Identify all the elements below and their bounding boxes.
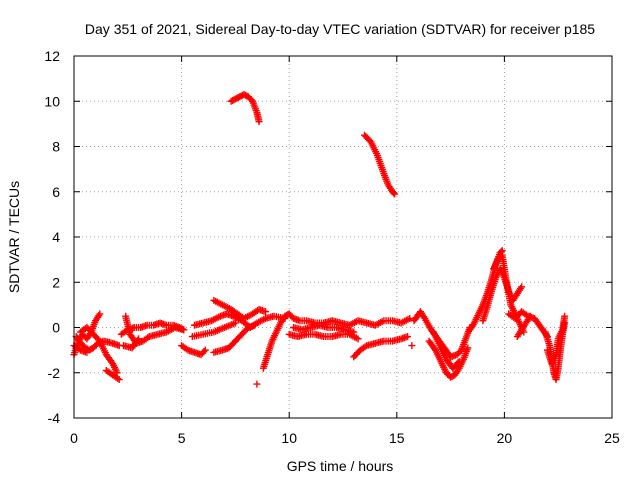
data-point bbox=[144, 334, 152, 342]
x-tick-label: 20 bbox=[497, 430, 513, 446]
y-tick-label: 10 bbox=[44, 93, 60, 109]
data-point bbox=[201, 346, 209, 354]
y-tick-label: 2 bbox=[52, 274, 60, 290]
data-markers bbox=[70, 90, 569, 388]
data-point bbox=[231, 319, 239, 327]
data-point bbox=[404, 333, 412, 341]
y-tick-label: 12 bbox=[44, 48, 60, 64]
y-tick-label: -4 bbox=[48, 410, 61, 426]
data-point bbox=[251, 321, 259, 329]
y-tick-label: -2 bbox=[48, 365, 61, 381]
y-tick-label: 8 bbox=[52, 139, 60, 155]
data-point bbox=[135, 335, 143, 343]
chart-title: Day 351 of 2021, Sidereal Day-to-day VTE… bbox=[85, 21, 595, 37]
data-point bbox=[455, 357, 463, 365]
x-tick-label: 0 bbox=[70, 430, 78, 446]
data-point bbox=[350, 328, 358, 336]
axis-ticks bbox=[73, 55, 613, 419]
data-point bbox=[390, 189, 398, 197]
y-tick-label: 4 bbox=[52, 229, 60, 245]
data-point bbox=[96, 310, 104, 318]
data-point bbox=[115, 376, 123, 384]
x-tick-label: 10 bbox=[281, 430, 297, 446]
x-tick-labels: 0 5 10 15 20 25 bbox=[70, 430, 620, 446]
data-point bbox=[354, 335, 362, 343]
data-point bbox=[361, 343, 369, 351]
data-point bbox=[253, 380, 261, 388]
data-point bbox=[561, 312, 569, 320]
grid-lines bbox=[74, 56, 612, 418]
data-point bbox=[255, 118, 263, 126]
x-tick-label: 15 bbox=[389, 430, 405, 446]
data-point bbox=[200, 348, 208, 356]
data-point bbox=[180, 326, 188, 334]
data-point bbox=[518, 283, 526, 291]
y-tick-label: 6 bbox=[52, 184, 60, 200]
data-point bbox=[454, 359, 462, 367]
y-axis-title: SDTVAR / TECUs bbox=[6, 181, 22, 293]
x-tick-label: 25 bbox=[604, 430, 620, 446]
y-tick-label: 0 bbox=[52, 320, 60, 336]
data-point bbox=[526, 312, 534, 320]
data-point bbox=[133, 336, 141, 344]
x-axis-title: GPS time / hours bbox=[287, 458, 394, 474]
data-point bbox=[464, 344, 472, 352]
y-tick-labels: -4 -2 0 2 4 6 8 10 12 bbox=[44, 48, 60, 426]
data-point bbox=[83, 348, 91, 356]
data-point bbox=[391, 190, 399, 198]
data-point bbox=[408, 342, 416, 350]
data-point bbox=[114, 374, 122, 382]
x-tick-label: 5 bbox=[178, 430, 186, 446]
data-point bbox=[262, 308, 270, 316]
data-point bbox=[406, 314, 414, 322]
